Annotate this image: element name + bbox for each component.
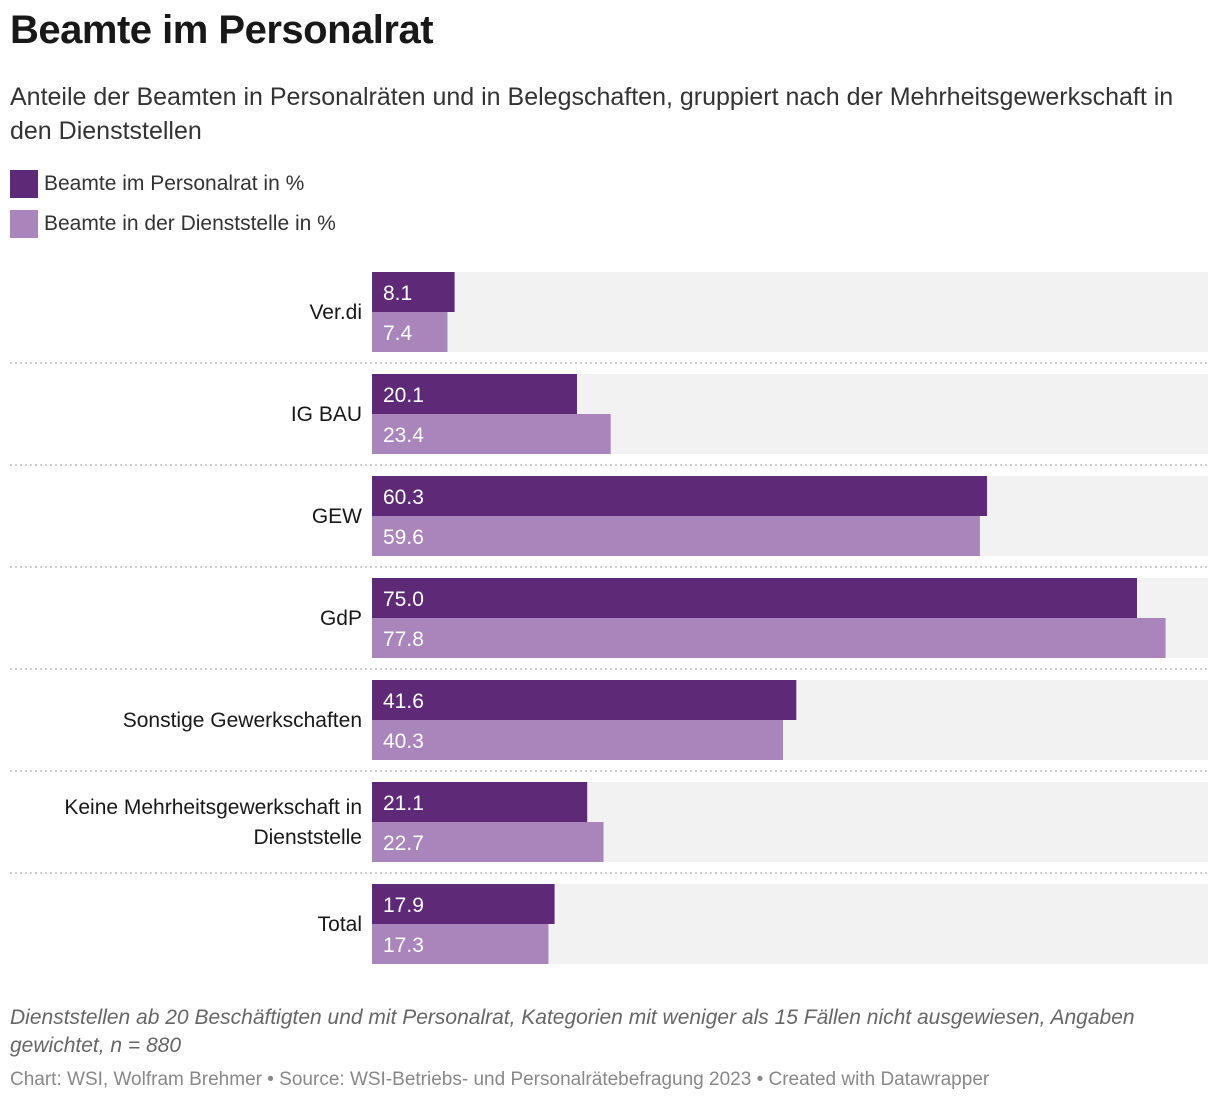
bar-dienststelle-gdp — [372, 618, 1166, 658]
bar-dienststelle-total — [372, 924, 549, 964]
category-label-keine-mehrheitsgewerkschaft-in-dienststelle: Keine Mehrheitsgewerkschaft in Dienststel… — [64, 796, 362, 849]
bar-track-ver-di — [372, 272, 1208, 352]
value-label-dienststelle-total: 17.3 — [383, 934, 424, 957]
category-label-ig-bau: IG BAU — [291, 403, 362, 426]
bar-dienststelle-ver-di — [372, 312, 448, 352]
category-label-sonstige-gewerkschaften: Sonstige Gewerkschaften — [123, 709, 362, 732]
category-label-ver-di: Ver.di — [309, 301, 362, 324]
value-label-personalrat-ver-di: 8.1 — [383, 282, 412, 305]
chart-notes: Dienststellen ab 20 Beschäftigten und mi… — [10, 1006, 1135, 1057]
category-label-gew: GEW — [312, 505, 362, 528]
value-label-dienststelle-gdp: 77.8 — [383, 628, 424, 651]
bar-personalrat-ver-di — [372, 272, 455, 312]
value-label-personalrat-total: 17.9 — [383, 894, 424, 917]
bar-chart: Ver.di 8.1 7.4 IG BAU 20.1 23.4 GEW 60.3 59.6 GdP… — [10, 272, 1208, 964]
bar-personalrat-gdp — [372, 578, 1137, 618]
value-label-dienststelle-keine-mehrheitsgewerkschaft-in-dienststelle: 22.7 — [383, 832, 424, 855]
value-label-personalrat-gdp: 75.0 — [383, 588, 424, 611]
bar-personalrat-sonstige-gewerkschaften — [372, 680, 797, 720]
value-label-dienststelle-ver-di: 7.4 — [383, 322, 413, 345]
category-label-gdp: GdP — [320, 607, 362, 630]
value-label-dienststelle-sonstige-gewerkschaften: 40.3 — [383, 730, 424, 753]
chart-subtitle: Anteile der Beamten in Personalräten und… — [10, 83, 1174, 145]
value-label-personalrat-ig-bau: 20.1 — [383, 384, 424, 407]
legend-swatch-personalrat — [10, 170, 38, 198]
legend: Beamte im Personalrat in % Beamte in der… — [10, 170, 336, 250]
legend-label-personalrat: Beamte im Personalrat in % — [44, 172, 305, 195]
chart-credits: Chart: WSI, Wolfram Brehmer • Source: WS… — [10, 1069, 990, 1090]
legend-label-dienststelle: Beamte in der Dienststelle in % — [44, 212, 336, 235]
value-label-dienststelle-gew: 59.6 — [383, 526, 424, 549]
value-label-personalrat-sonstige-gewerkschaften: 41.6 — [383, 690, 424, 713]
bar-personalrat-total — [372, 884, 555, 924]
category-label-total: Total — [318, 913, 362, 936]
bar-dienststelle-ig-bau — [372, 414, 611, 454]
value-label-personalrat-keine-mehrheitsgewerkschaft-in-dienststelle: 21.1 — [383, 792, 424, 815]
bar-personalrat-keine-mehrheitsgewerkschaft-in-dienststelle — [372, 782, 588, 822]
bar-dienststelle-gew — [372, 516, 980, 556]
bar-personalrat-ig-bau — [372, 374, 578, 414]
bar-dienststelle-sonstige-gewerkschaften — [372, 720, 784, 760]
bar-dienststelle-keine-mehrheitsgewerkschaft-in-dienststelle — [372, 822, 604, 862]
legend-item-personalrat: Beamte im Personalrat in % — [10, 170, 336, 198]
legend-swatch-dienststelle — [10, 210, 38, 238]
legend-item-dienststelle: Beamte in der Dienststelle in % — [10, 210, 336, 238]
bar-personalrat-gew — [372, 476, 988, 516]
value-label-personalrat-gew: 60.3 — [383, 486, 424, 509]
value-label-dienststelle-ig-bau: 23.4 — [383, 424, 424, 447]
chart-title: Beamte im Personalrat — [10, 8, 434, 52]
